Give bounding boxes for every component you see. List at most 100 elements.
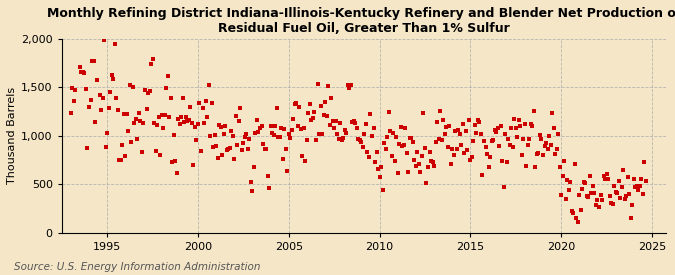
Point [265,124,276,129]
Point [130,117,141,121]
Point [68,99,79,103]
Point [208,145,219,149]
Point [197,106,208,111]
Point [416,154,427,158]
Point [391,134,402,139]
Point [480,145,491,149]
Point [314,132,325,136]
Point [392,170,403,175]
Point [235,106,246,110]
Point [530,165,541,170]
Point [200,98,211,103]
Point [572,220,583,224]
Point [336,138,347,142]
Point [170,159,181,163]
Point [221,147,232,152]
Point [396,125,406,130]
Point [140,87,151,92]
Point [426,159,437,163]
Point [526,122,537,127]
Point [291,100,302,105]
Point [604,194,615,198]
Point [578,180,589,184]
Point [67,86,78,90]
Point [508,145,518,149]
Point [495,123,506,128]
Point [186,121,197,126]
Point [105,90,115,94]
Point [441,125,452,129]
Point [335,121,346,125]
Point [173,116,184,121]
Point [420,146,431,150]
Point [176,115,187,119]
Point [430,140,441,144]
Point [603,177,614,181]
Point [609,184,620,188]
Point [304,102,315,106]
Point [218,132,229,137]
Point [147,57,158,62]
Point [84,105,95,109]
Point [191,138,202,142]
Point [476,132,487,136]
Point [308,116,319,120]
Point [348,119,359,123]
Point [373,166,383,171]
Point [159,113,170,117]
Point [462,147,472,152]
Point [541,141,551,145]
Point [574,193,585,198]
Point [518,137,529,141]
Point [262,174,273,178]
Point [276,126,287,131]
Point [326,96,337,100]
Point [429,163,439,168]
Point [141,107,152,111]
Point [634,184,645,188]
Point [101,145,111,149]
Point [317,132,327,136]
Text: Source: U.S. Energy Information Administration: Source: U.S. Energy Information Administ… [14,262,260,272]
Point [164,114,175,119]
Point [211,144,221,148]
Point [165,95,176,100]
Point [223,146,234,151]
Point [324,122,335,127]
Point [282,169,293,174]
Point [533,151,544,155]
Point [404,136,415,141]
Point [601,172,612,176]
Point [142,91,153,95]
Point [321,113,332,118]
Point [182,119,193,123]
Point [521,164,532,168]
Point [368,125,379,130]
Point [327,119,338,123]
Point [504,143,515,148]
Point [342,82,353,87]
Point [548,125,559,130]
Point [474,120,485,124]
Point [156,113,167,118]
Point [203,82,214,87]
Point [354,138,365,142]
Point [347,119,358,124]
Point [73,29,84,34]
Point [554,164,565,169]
Point [217,153,227,158]
Point [641,179,651,183]
Point [543,133,554,138]
Point [542,147,553,151]
Point [138,120,149,125]
Point [614,178,624,183]
Point [122,112,132,116]
Point [394,142,404,147]
Point [559,159,570,163]
Point [85,98,96,102]
Point [450,128,460,133]
Point [353,137,364,141]
Point [323,84,333,88]
Point [536,137,547,141]
Point [82,146,93,150]
